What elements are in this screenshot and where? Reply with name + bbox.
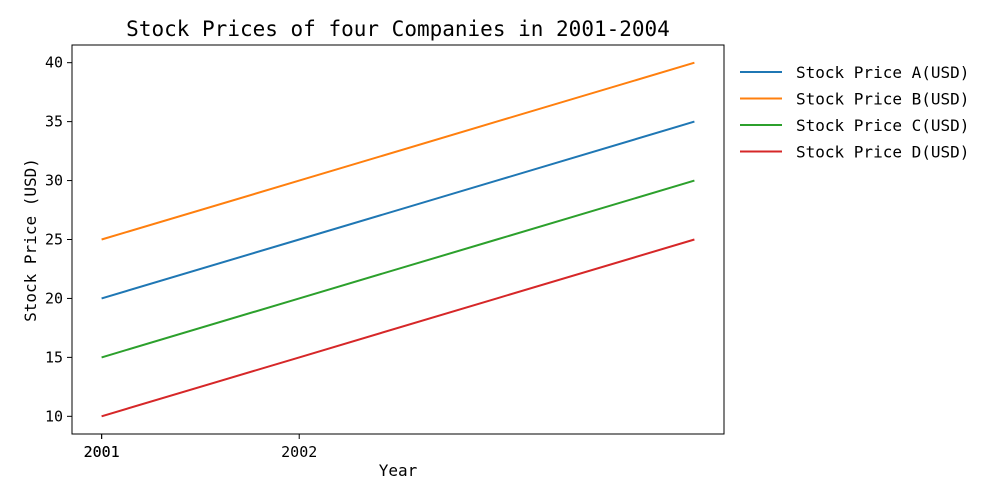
plot-area — [71, 44, 725, 435]
y-tick-label: 35 — [45, 113, 63, 131]
y-axis-ticks: 10 15 20 25 30 35 40 — [45, 54, 72, 425]
chart-title: Stock Prices of four Companies in 2001-2… — [126, 17, 670, 41]
y-tick-label: 25 — [45, 231, 63, 249]
x-tick-label: 2002 — [281, 443, 317, 461]
y-tick-label: 20 — [45, 289, 63, 307]
legend-label: Stock Price D(USD) — [796, 143, 969, 162]
y-tick-label: 10 — [45, 407, 63, 425]
legend-label: Stock Price B(USD) — [796, 90, 969, 109]
y-tick-label: 15 — [45, 348, 63, 366]
series-line-d — [101, 238, 695, 418]
y-tick-label: 30 — [45, 172, 63, 190]
series-line-c — [101, 179, 695, 359]
y-axis-label: Stock Price (USD) — [21, 158, 40, 322]
y-tick-label: 40 — [45, 54, 63, 72]
legend-label: Stock Price C(USD) — [796, 116, 969, 135]
x-tick-label: 2001 — [84, 443, 120, 461]
series-layer — [101, 61, 695, 418]
x-tick-label: 2001 — [84, 443, 120, 461]
legend: Stock Price A(USD) Stock Price B(USD) Stoc… — [740, 63, 969, 162]
x-axis-label: Year — [379, 461, 418, 480]
series-line-b — [101, 61, 695, 241]
legend-label: Stock Price A(USD) — [796, 63, 969, 82]
series-line-a — [101, 120, 695, 300]
